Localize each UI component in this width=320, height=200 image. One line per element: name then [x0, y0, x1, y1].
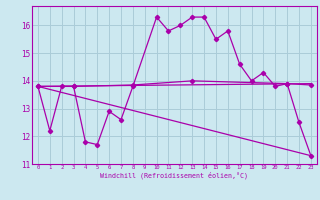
X-axis label: Windchill (Refroidissement éolien,°C): Windchill (Refroidissement éolien,°C) — [100, 172, 248, 179]
